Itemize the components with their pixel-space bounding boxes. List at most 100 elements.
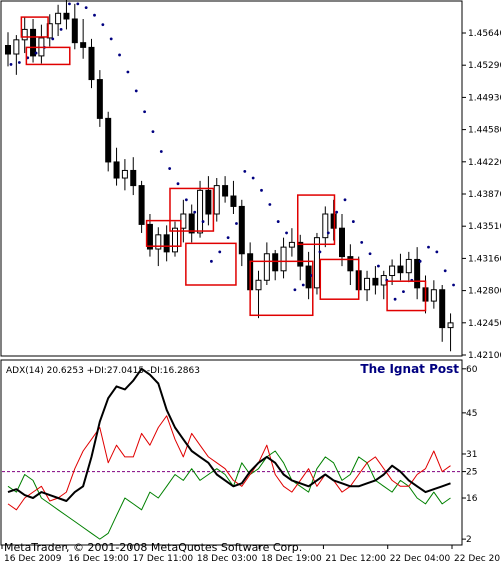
- candle-body: [71, 18, 78, 44]
- price-label: 1.44580: [468, 126, 501, 136]
- sar-dot: [235, 222, 238, 225]
- candle-body: [238, 205, 245, 255]
- candle-body: [172, 227, 178, 253]
- sar-dot: [326, 231, 330, 235]
- watermark-text: The Ignat Post: [360, 362, 459, 376]
- sar-dot: [118, 53, 121, 57]
- price-label: 1.44220: [468, 158, 501, 168]
- adx-level-label: 2: [466, 535, 472, 545]
- price-panel[interactable]: [0, 0, 463, 357]
- sar-dot: [260, 188, 263, 192]
- time-label: 16 Dec 19:00: [68, 554, 129, 564]
- candle-body: [255, 279, 262, 291]
- candle-body: [5, 44, 11, 55]
- candle-body: [364, 277, 371, 291]
- signal-box: [249, 260, 314, 317]
- price-label: 1.43160: [468, 254, 501, 264]
- candle-body: [322, 213, 329, 239]
- sar-dot: [226, 236, 230, 240]
- minus-di-line: [7, 450, 451, 540]
- candle-body: [46, 23, 53, 39]
- sar-dot: [443, 269, 447, 273]
- price-label: 1.42800: [468, 287, 501, 297]
- candle-body: [55, 12, 62, 25]
- price-axis: 1.45640 1.45290 1.44930 1.44580 1.44220 1.438…: [462, 29, 501, 361]
- sar-dot: [452, 283, 455, 287]
- candle-body: [288, 241, 295, 248]
- candle-body: [105, 117, 112, 163]
- sar-dot: [276, 220, 280, 223]
- sar-dot: [335, 210, 339, 214]
- adx-level-label: 31: [466, 450, 477, 460]
- price-label: 1.42100: [468, 351, 501, 361]
- candle-body: [180, 213, 187, 229]
- sar-dot: [301, 283, 305, 287]
- adx-line: [7, 367, 451, 502]
- adx-level-label: 45: [466, 409, 477, 419]
- candle-body: [405, 258, 412, 274]
- sar-dot: [251, 176, 255, 180]
- signal-box: [386, 280, 427, 312]
- sar-dot: [168, 167, 172, 170]
- candle-body: [13, 39, 20, 55]
- sar-dot: [360, 241, 364, 244]
- time-label: 21 Dec 12:00: [325, 554, 386, 564]
- sar-dot: [9, 63, 13, 66]
- candle-body: [439, 289, 446, 329]
- sar-dot: [134, 89, 138, 93]
- candle-body: [130, 169, 137, 187]
- signal-box: [145, 219, 182, 247]
- sar-dot: [210, 259, 213, 263]
- sar-dot: [17, 61, 21, 64]
- candle-body: [313, 237, 320, 289]
- adx-indicator-label: ADX(14) 20.6253 +DI:27.0415 -DI:16.2863: [6, 366, 200, 376]
- price-label: 1.43870: [468, 190, 501, 200]
- price-label: 1.42450: [468, 319, 501, 329]
- signal-box: [296, 194, 336, 246]
- sar-dot: [101, 23, 105, 27]
- signal-box: [20, 16, 49, 38]
- sar-dot: [59, 28, 63, 31]
- candle-body: [88, 46, 95, 81]
- sar-dot: [159, 150, 163, 153]
- sar-dot: [93, 13, 96, 17]
- time-label: 22 Dec 04:00: [390, 554, 451, 564]
- sar-dot: [34, 51, 38, 55]
- time-label: 17 Dec 11:00: [133, 554, 194, 564]
- sar-dot: [193, 210, 197, 214]
- candle-body: [272, 253, 279, 272]
- adx-level-label: 25: [466, 468, 477, 478]
- signal-box: [185, 242, 237, 286]
- candle-body: [447, 322, 454, 329]
- sar-dot: [343, 198, 347, 202]
- candle-body: [414, 258, 421, 289]
- candle-body: [205, 189, 212, 215]
- sar-dot: [76, 2, 80, 6]
- price-panel-frame: [0, 0, 463, 357]
- candle-body: [163, 234, 170, 253]
- candle-body: [80, 42, 87, 48]
- price-label: 1.43510: [468, 222, 501, 232]
- candle-body: [305, 265, 312, 289]
- candle-body: [21, 28, 28, 41]
- adx-level-label: 16: [466, 494, 478, 504]
- time-label: 18 Dec 19:00: [261, 554, 322, 564]
- copyright-text: MetaTrader, © 2001-2008 MetaQuotes Softw…: [4, 541, 302, 554]
- sar-dot: [84, 6, 88, 10]
- candle-body: [430, 289, 437, 302]
- candle-body: [230, 195, 237, 207]
- candle-body: [297, 241, 304, 267]
- candle-body: [339, 227, 345, 258]
- candle-body: [96, 79, 103, 119]
- candle-body: [280, 246, 287, 272]
- adx-panel-frame: [0, 359, 463, 546]
- candle-body: [146, 223, 153, 250]
- candle-body: [197, 189, 204, 234]
- sar-dot: [318, 250, 322, 254]
- candle-body: [222, 185, 229, 197]
- adx-axis: 60 45 31 25 16 2: [462, 365, 478, 545]
- adx-panel[interactable]: [0, 359, 463, 546]
- signal-box: [169, 187, 215, 232]
